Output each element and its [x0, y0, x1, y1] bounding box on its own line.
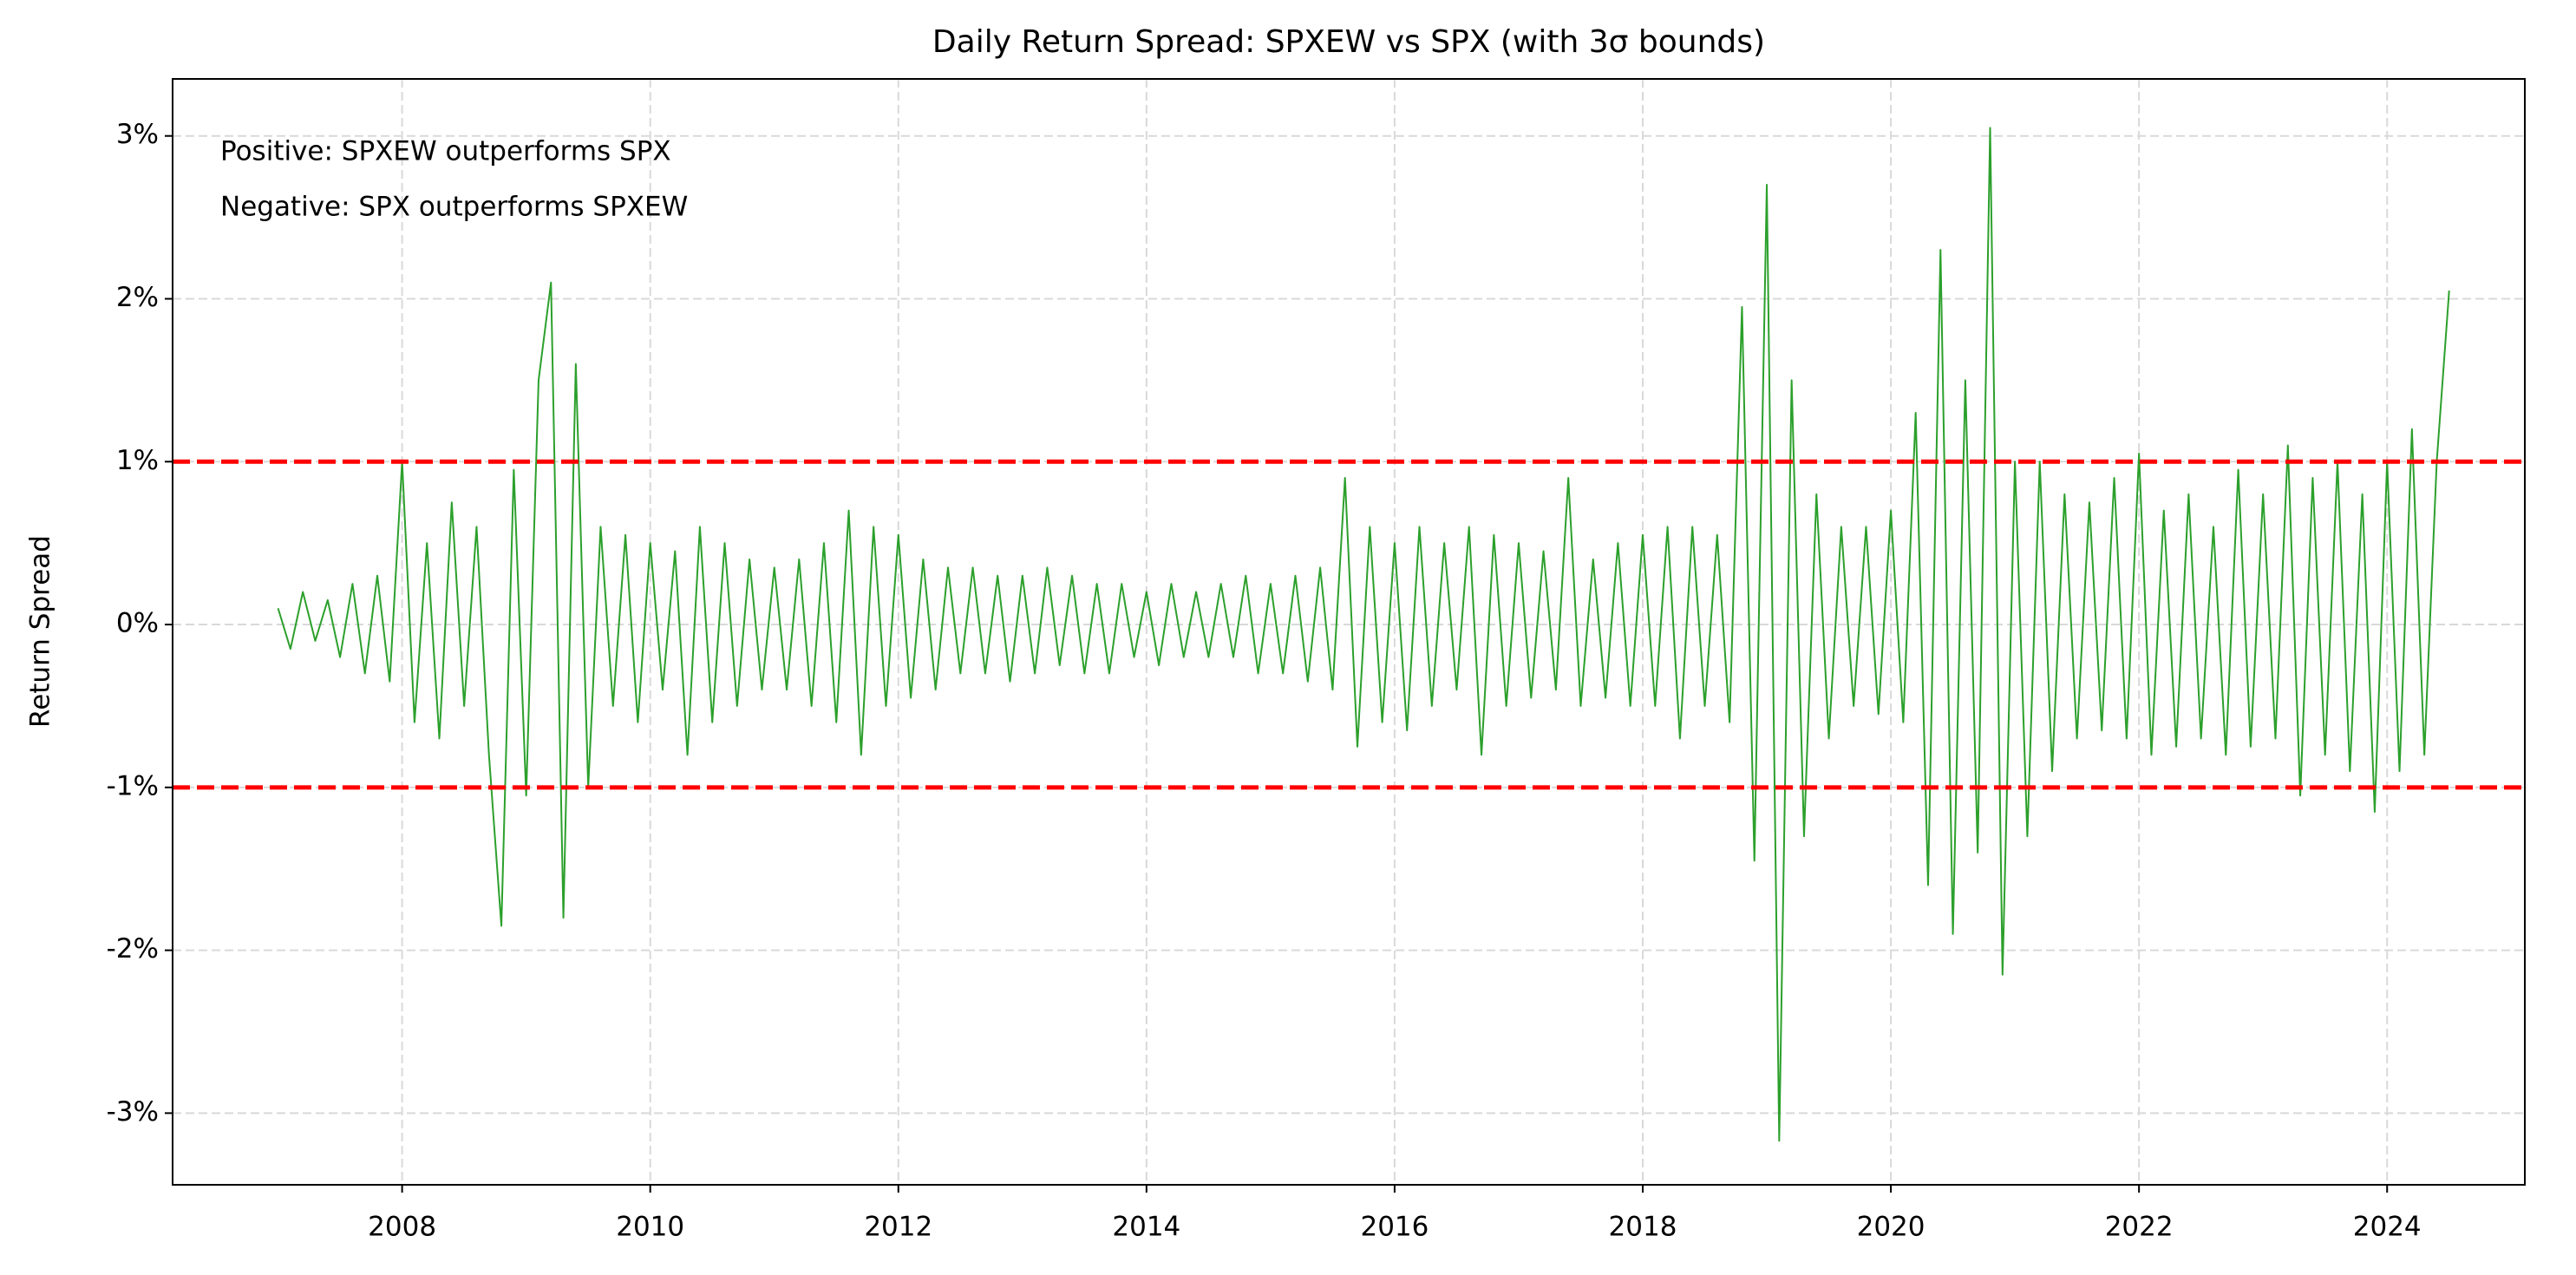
x-tick-label: 2022	[2105, 1212, 2174, 1243]
x-tick-label: 2008	[368, 1212, 436, 1243]
annotation: Positive: SPXEW outperforms SPX	[220, 136, 671, 167]
x-tick-label: 2020	[1857, 1212, 1925, 1243]
y-tick-label: -3%	[107, 1096, 159, 1128]
x-tick-label: 2012	[864, 1212, 932, 1243]
y-tick-label: 0%	[116, 608, 159, 639]
x-tick-label: 2024	[2353, 1212, 2422, 1243]
plot-frame	[172, 78, 2526, 1186]
y-tick-label: -2%	[107, 933, 159, 964]
y-tick-label: -1%	[107, 770, 159, 801]
x-tick-label: 2010	[616, 1212, 684, 1243]
y-axis-label: Return Spread	[25, 535, 56, 728]
y-tick-label: 2%	[116, 282, 159, 313]
annotation: Negative: SPX outperforms SPXEW	[220, 192, 688, 223]
y-tick-label: 3%	[116, 119, 159, 150]
chart-title: Daily Return Spread: SPXEW vs SPX (with …	[932, 24, 1765, 60]
x-tick-label: 2018	[1609, 1212, 1677, 1243]
x-tick-label: 2016	[1360, 1212, 1429, 1243]
x-tick-label: 2014	[1112, 1212, 1180, 1243]
y-tick-label: 1%	[116, 445, 159, 476]
data-line	[277, 127, 2450, 1142]
